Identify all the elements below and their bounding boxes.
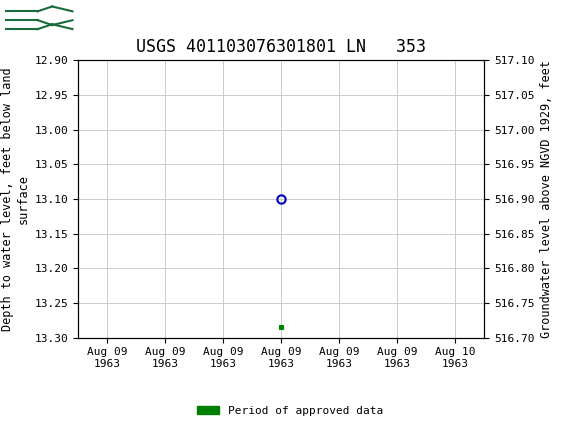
Y-axis label: Groundwater level above NGVD 1929, feet: Groundwater level above NGVD 1929, feet [540, 60, 553, 338]
Title: USGS 401103076301801 LN   353: USGS 401103076301801 LN 353 [136, 38, 426, 56]
FancyBboxPatch shape [3, 3, 72, 37]
Y-axis label: Depth to water level, feet below land
surface: Depth to water level, feet below land su… [1, 67, 29, 331]
Text: USGS: USGS [84, 11, 139, 29]
Legend: Period of approved data: Period of approved data [193, 401, 387, 420]
